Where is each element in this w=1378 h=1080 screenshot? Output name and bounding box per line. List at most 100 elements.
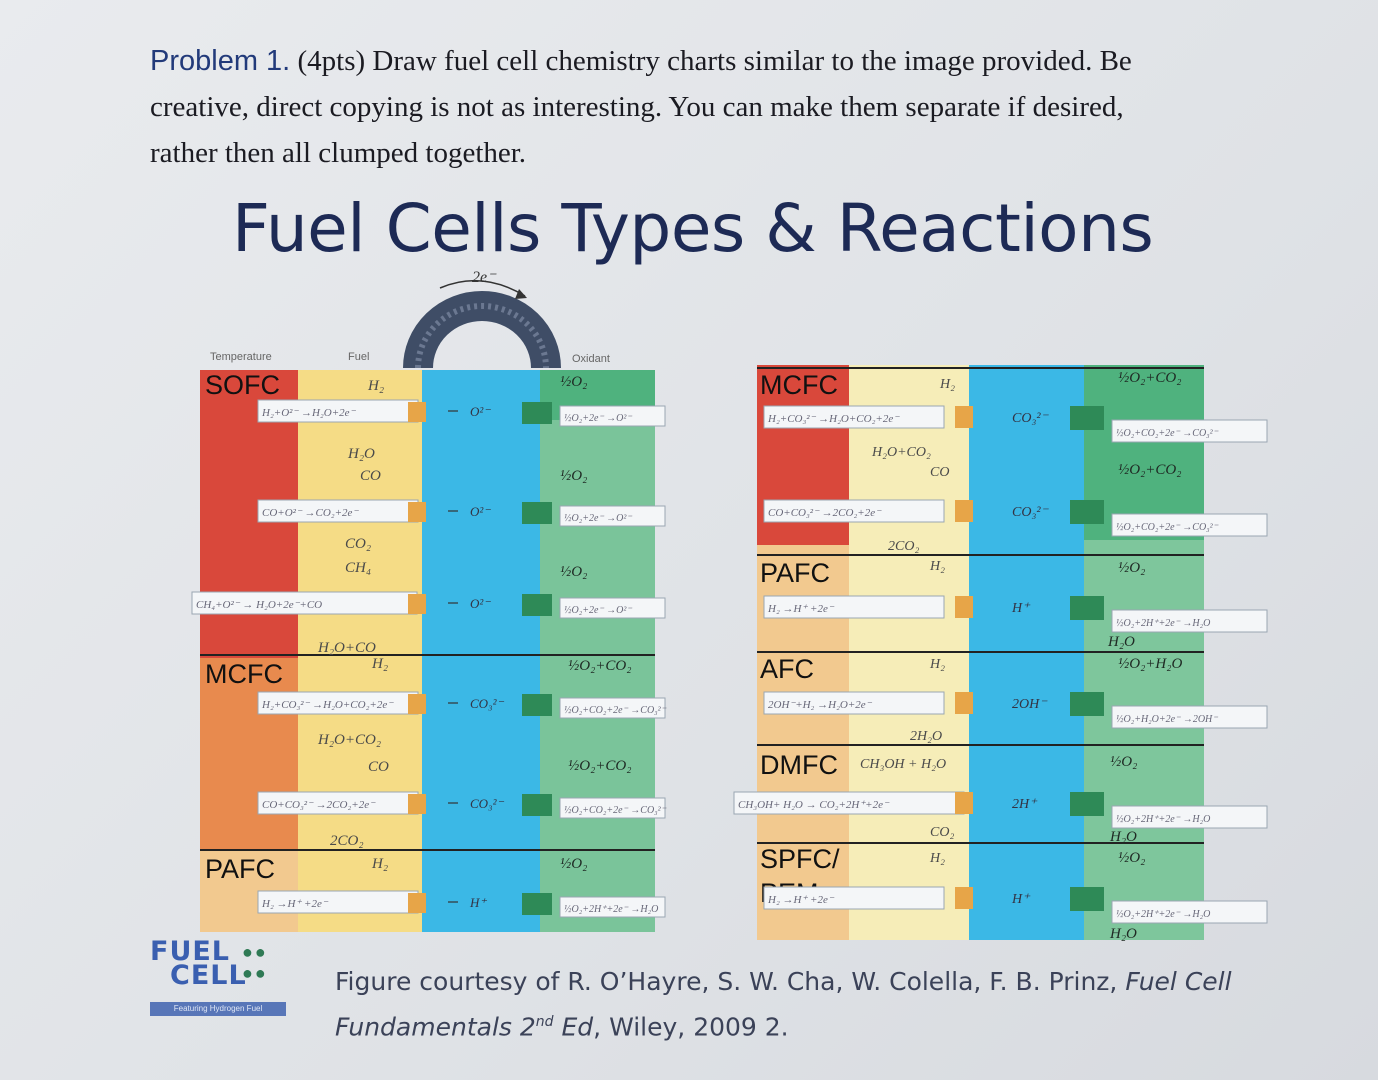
right-ion-label: CO₃²⁻ — [1012, 505, 1050, 520]
right-anode-reaction: H₂+CO₃²⁻ →H₂O+CO₂+2e⁻ — [767, 413, 900, 425]
problem-line-1: Problem 1. (4pts) Draw fuel cell chemist… — [150, 45, 1132, 77]
electron-loop-arc — [403, 291, 561, 369]
left-fuel-column — [298, 370, 422, 932]
logo-tagline: Featuring Hydrogen Fuel — [150, 1002, 286, 1016]
right-fuel-label: 2CO₂ — [888, 539, 919, 554]
left-oxidant-label: ½O₂ — [560, 374, 587, 390]
left-anode-reaction: H₂+O²⁻ →H₂O+2e⁻ — [261, 407, 357, 419]
left-cathode-electrode — [522, 694, 552, 716]
right-oxidant-label: H₂O — [1107, 634, 1135, 650]
right-oxidant-label: H₂O — [1109, 829, 1137, 845]
right-cell-label: MCFC — [760, 370, 838, 400]
left-cathode-electrode — [522, 794, 552, 816]
left-cathode-reaction: ½O₂+CO₂+2e⁻ →CO₃²⁻ — [564, 805, 667, 816]
left-fuel-label: H₂O+CO₂ — [317, 732, 381, 748]
right-ion-label: H⁺ — [1011, 892, 1031, 907]
right-cathode-electrode — [1070, 887, 1104, 911]
right-cathode-reaction-box — [1111, 419, 1268, 443]
right-fuel-label: CO₂ — [930, 825, 954, 840]
right-anode-electrode — [955, 887, 973, 909]
right-cathode-reaction-box — [1111, 805, 1268, 829]
right-fuel-label: CO — [930, 465, 949, 480]
left-temp-band-mid — [200, 658, 298, 850]
right-fuel-label: H₂ — [929, 851, 945, 866]
right-anode-reaction: CO+CO₃²⁻ →2CO₂+2e⁻ — [768, 507, 882, 519]
logo-word-cell: CELL — [170, 960, 247, 991]
right-anode-electrode — [955, 792, 973, 814]
left-oxidant-label: ½O₂ — [560, 564, 587, 580]
left-cell-label: SOFC — [205, 370, 280, 400]
left-cathode-reaction: ½O₂+2e⁻ →O²⁻ — [564, 413, 632, 424]
problem-line-2: creative, direct copying is not as inter… — [150, 91, 1124, 123]
right-anode-electrode — [955, 500, 973, 522]
right-cathode-reaction: ½O₂+2H⁺+2e⁻ →H₂O — [1116, 909, 1210, 920]
right-cathode-reaction: ½O₂+2H⁺+2e⁻ →H₂O — [1116, 618, 1210, 629]
right-fuel-label: 2H₂O — [910, 729, 942, 744]
electron-loop-texture — [415, 303, 549, 369]
left-cathode-reaction-box — [559, 597, 666, 619]
left-cell-label: PAFC — [205, 854, 275, 884]
left-anode-reaction: CO+O²⁻ →CO₂+2e⁻ — [262, 507, 359, 519]
electron-arrow — [439, 279, 526, 297]
left-anode-electrode — [408, 502, 426, 522]
right-cathode-electrode — [1070, 792, 1104, 816]
left-anode-reaction: CO+CO₃²⁻ →2CO₂+2e⁻ — [262, 799, 376, 811]
right-anode-reaction-box — [763, 595, 945, 619]
header-fuel: Fuel — [348, 351, 369, 363]
left-anode-electrode — [408, 402, 426, 422]
right-anode-reaction-box — [763, 499, 945, 523]
left-temp-band-high-2 — [200, 518, 298, 658]
left-electrolyte-column — [422, 370, 540, 932]
fuel-cell-logo: FUEL CELL ●● ●● Featuring Hydrogen Fuel — [150, 936, 290, 1020]
right-oxidant-label: ½O₂ — [1118, 850, 1145, 866]
left-fuel-label: CO — [368, 759, 389, 775]
left-ion-label: O²⁻ — [470, 404, 491, 419]
left-cathode-electrode — [522, 502, 552, 524]
left-cathode-reaction: ½O₂+CO₂+2e⁻ →CO₃²⁻ — [564, 705, 667, 716]
right-cell-label: SPFC/ — [760, 844, 840, 874]
right-cathode-electrode — [1070, 406, 1104, 430]
right-cathode-reaction: ½O₂+CO₂+2e⁻ →CO₃²⁻ — [1116, 428, 1219, 439]
left-ion-label: CO₃²⁻ — [470, 696, 504, 711]
problem-statement: Problem 1. (4pts) Draw fuel cell chemist… — [150, 38, 1210, 176]
right-anode-reaction-box — [763, 691, 945, 715]
right-fuel-label: H₂O+CO₂ — [871, 445, 931, 460]
right-anode-reaction: CH₃OH+ H₂O → CO₂+2H⁺+2e⁻ — [738, 799, 890, 811]
right-oxidant-label: ½O₂ — [1118, 560, 1145, 576]
right-oxidant-label: ½O₂ — [1110, 754, 1137, 770]
right-cathode-reaction-box — [1111, 900, 1268, 924]
right-cathode-reaction: ½O₂+CO₂+2e⁻ →CO₃²⁻ — [1116, 522, 1219, 533]
right-anode-electrode — [955, 406, 973, 428]
left-anode-electrode — [408, 694, 426, 714]
left-fuel-label: 2CO₂ — [330, 833, 364, 849]
left-ion-label: O²⁻ — [470, 596, 491, 611]
logo-word-fuel: FUEL — [150, 936, 231, 967]
left-anode-electrode — [408, 893, 426, 913]
left-cathode-electrode — [522, 893, 552, 915]
logo-dots-icon: ●● ●● — [242, 942, 268, 983]
left-fuel-label: H₂O+CO — [317, 640, 376, 656]
right-cathode-reaction-box — [1111, 705, 1268, 729]
left-anode-reaction: CH₄+O²⁻ → H₂O+2e⁻+CO — [196, 599, 322, 611]
left-cathode-electrode — [522, 594, 552, 616]
left-anode-electrode — [408, 594, 426, 614]
left-cathode-reaction-box — [559, 896, 666, 918]
left-cell-label: MCFC — [205, 659, 283, 689]
right-cell-label: DMFC — [760, 750, 838, 780]
left-ion-label: H⁺ — [469, 895, 487, 910]
left-cathode-reaction-box — [559, 405, 666, 427]
left-oxidant-label: ½O₂+CO₂ — [568, 658, 631, 674]
left-cathode-reaction-box — [559, 797, 666, 819]
left-ion-label: O²⁻ — [470, 504, 491, 519]
right-ion-label: CO₃²⁻ — [1012, 411, 1050, 426]
left-cathode-reaction-box — [559, 505, 666, 527]
left-fuel-label: CO₂ — [345, 536, 371, 552]
right-fuel-label: H₂ — [939, 377, 955, 392]
left-fuel-label: CH₄ — [345, 560, 371, 576]
left-anode-electrode — [408, 794, 426, 814]
right-anode-reaction-box — [763, 405, 945, 429]
right-anode-electrode — [955, 692, 973, 714]
right-cell-label: AFC — [760, 654, 814, 684]
left-oxidant-label: ½O₂ — [560, 468, 587, 484]
right-anode-reaction-box — [763, 886, 945, 910]
